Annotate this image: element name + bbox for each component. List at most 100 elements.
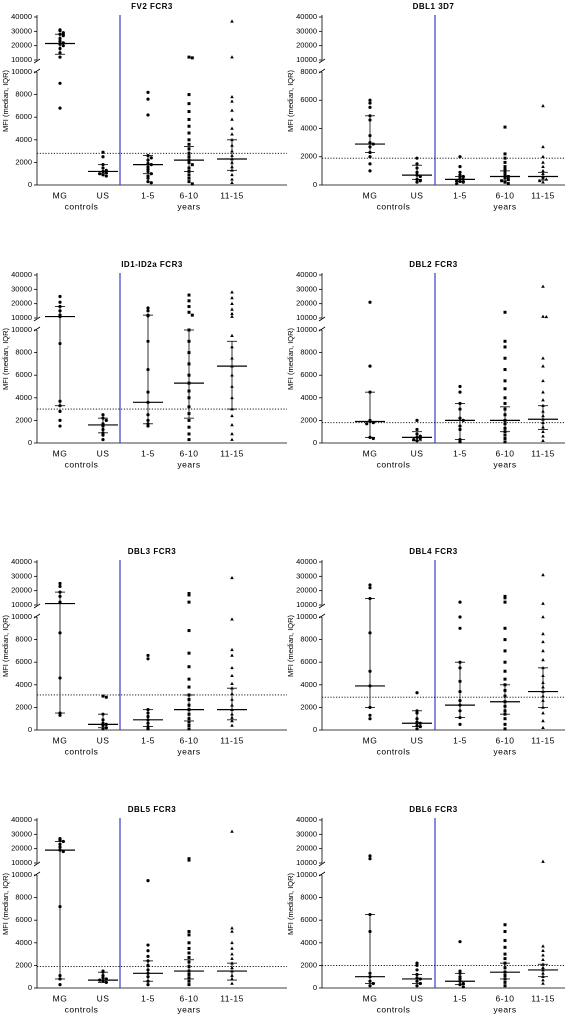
group-label: controls [377, 746, 411, 756]
y-tick-label: 40000 [296, 12, 317, 21]
data-point [146, 949, 150, 953]
data-point [230, 296, 234, 300]
y-tick-label: 10000 [11, 870, 32, 879]
x-tick-label: 1-5 [141, 735, 155, 745]
data-point [503, 152, 507, 156]
data-point [503, 401, 507, 405]
x-tick-label: US [411, 993, 424, 1003]
y-axis-label: MFI (median, IQR) [286, 614, 295, 677]
x-tick-label: US [97, 735, 110, 745]
data-point [230, 413, 234, 418]
data-point [146, 657, 150, 661]
y-tick-label: 2000 [300, 415, 317, 424]
data-point [541, 632, 545, 636]
y-tick-label: 6000 [15, 915, 32, 924]
data-point [458, 969, 462, 973]
data-point [503, 396, 507, 400]
y-tick-label: 4000 [15, 938, 32, 947]
y-tick-label: 8000 [300, 893, 317, 902]
x-tick-label: MG [53, 735, 68, 745]
y-tick-label: 2000 [15, 415, 32, 424]
data-point [458, 165, 462, 169]
data-point [230, 172, 234, 177]
y-axis-label: MFI (median, IQR) [1, 614, 10, 677]
group-label: controls [65, 1004, 99, 1014]
x-tick-label: 6-10 [495, 735, 514, 745]
x-tick-label: MG [53, 993, 68, 1003]
data-point [230, 723, 234, 727]
data-point [415, 961, 419, 965]
x-tick-label: US [97, 448, 110, 458]
x-tick-label: MG [363, 448, 378, 458]
data-point [503, 930, 507, 933]
y-tick-label: 6000 [300, 657, 317, 666]
data-point [503, 984, 507, 988]
data-point [187, 438, 191, 442]
panel-title: DBL5 FCR3 [128, 805, 177, 814]
data-point [503, 596, 507, 600]
data-point [503, 387, 507, 391]
data-point [541, 725, 545, 730]
data-point [230, 117, 234, 121]
y-tick-label: 10000 [11, 600, 32, 609]
data-point [187, 651, 191, 655]
data-point [187, 629, 191, 633]
axis-break [33, 316, 41, 322]
data-point [187, 941, 191, 945]
y-tick-label: 30000 [296, 284, 317, 293]
y-tick-label: 10000 [11, 858, 32, 867]
data-point [415, 727, 419, 731]
x-tick-label: 1-5 [141, 448, 155, 458]
x-tick-label: 11-15 [220, 735, 244, 745]
y-tick-label: 40000 [296, 557, 317, 566]
data-point [458, 170, 462, 174]
data-point [541, 944, 545, 948]
y-tick-label: 2000 [15, 157, 32, 166]
data-point [146, 653, 150, 658]
y-tick-label: 10000 [11, 612, 32, 621]
data-point [503, 600, 507, 604]
data-point [537, 178, 542, 183]
data-point [58, 424, 62, 428]
x-tick-label: 6-10 [179, 190, 198, 200]
y-tick-label: 20000 [11, 299, 32, 308]
y-tick-label: 10000 [296, 600, 317, 609]
data-point [230, 108, 234, 112]
y-tick-label: 30000 [296, 26, 317, 35]
data-point [503, 180, 507, 184]
data-point [368, 984, 372, 988]
data-point [187, 951, 191, 955]
data-point [458, 440, 462, 444]
data-point [230, 929, 234, 933]
data-point [190, 56, 194, 60]
x-tick-label: US [411, 448, 424, 458]
x-tick-label: 11-15 [220, 190, 244, 200]
y-tick-label: 40000 [11, 557, 32, 566]
data-point [230, 952, 234, 956]
y-tick-label: 10000 [296, 612, 317, 621]
y-tick-label: 2000 [15, 702, 32, 711]
group-label: years [493, 459, 516, 469]
y-tick-label: 0 [313, 180, 317, 189]
data-point [146, 97, 150, 101]
data-point [187, 138, 191, 142]
data-point [503, 368, 507, 372]
data-point [541, 390, 545, 394]
data-point [458, 173, 462, 177]
data-point [230, 653, 234, 657]
data-point [58, 29, 62, 33]
data-point [541, 180, 545, 184]
data-point [230, 981, 234, 985]
group-label: years [177, 746, 200, 756]
axis-break [33, 58, 41, 64]
y-tick-label: 0 [313, 983, 317, 992]
data-point [541, 164, 545, 168]
y-tick-label: 2000 [300, 152, 317, 161]
data-point [58, 106, 62, 110]
group-label: years [177, 201, 200, 211]
y-tick-label: 4000 [15, 393, 32, 402]
data-point [541, 356, 545, 360]
data-point [187, 432, 191, 436]
